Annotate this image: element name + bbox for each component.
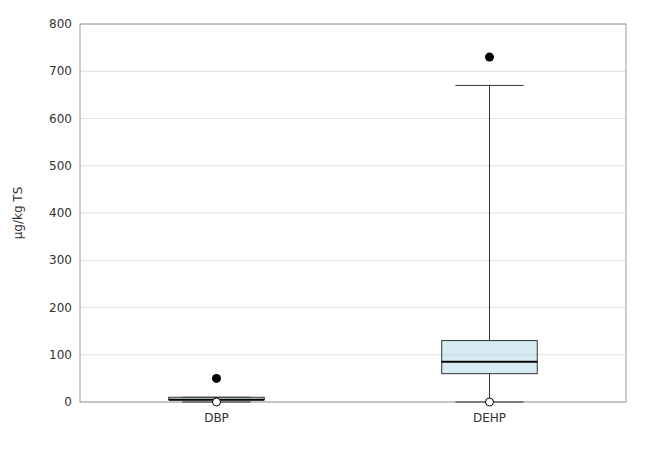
chart-svg: 0 100 200 300 400 500 600 700 800 DBP DEHP µg/kg TS (0, 0, 650, 450)
box-group (442, 53, 538, 406)
plot-frame (80, 24, 626, 402)
boxes (169, 53, 538, 406)
outlier-open (486, 398, 494, 406)
y-axis-label: µg/kg TS (11, 187, 25, 240)
y-tick-label: 800 (49, 17, 72, 31)
y-tick-label: 0 (64, 395, 72, 409)
median (442, 361, 538, 363)
y-tick-label: 700 (49, 64, 72, 78)
grid-line (80, 165, 626, 166)
y-tick-label: 500 (49, 159, 72, 173)
grid-line (80, 71, 626, 72)
y-tick-label: 100 (49, 348, 72, 362)
grid-line (80, 307, 626, 308)
cap-high (455, 85, 523, 86)
x-tick-label: DBP (204, 411, 229, 425)
x-tick-label: DEHP (473, 411, 506, 425)
y-tick-label: 200 (49, 301, 72, 315)
y-tick-label: 400 (49, 206, 72, 220)
chart-container: 0 100 200 300 400 500 600 700 800 DBP DEHP µg/kg TS (0, 0, 650, 450)
y-tick-label: 600 (49, 112, 72, 126)
grid-line (80, 213, 626, 214)
whisker-high (489, 85, 490, 340)
x-axis: DBP DEHP (204, 411, 506, 425)
outlier-filled (485, 53, 494, 62)
grid-line (80, 118, 626, 119)
box-group (169, 374, 265, 406)
grid-line (80, 260, 626, 261)
box (442, 341, 538, 374)
outlier-open (213, 398, 221, 406)
y-tick-label: 300 (49, 253, 72, 267)
outlier-filled (212, 374, 221, 383)
y-axis: 0 100 200 300 400 500 600 700 800 (49, 17, 626, 409)
grid-line (80, 354, 626, 355)
